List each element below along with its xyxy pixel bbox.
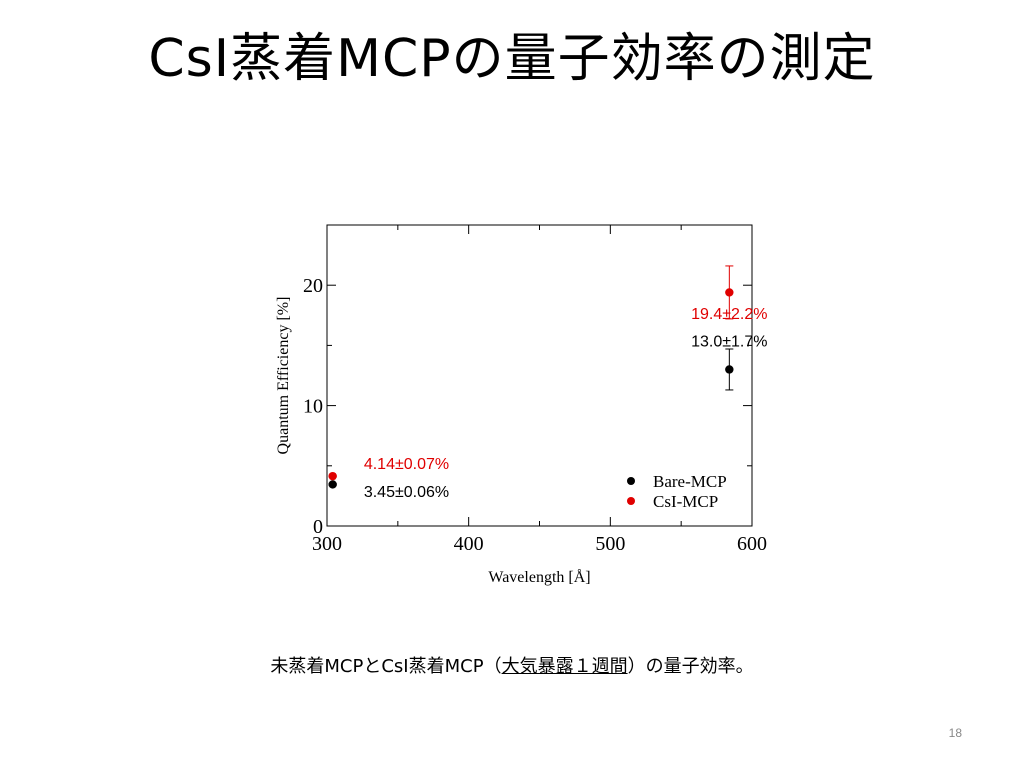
x-tick-label: 500 [595, 533, 625, 555]
x-tick-label: 300 [312, 533, 342, 555]
data-point [328, 480, 337, 489]
y-tick-label: 0 [313, 516, 323, 538]
page-number: 18 [948, 726, 962, 740]
value-annotation: 4.14±0.07% [364, 456, 449, 473]
slide-caption: 未蒸着MCPとCsI蒸着MCP（大気暴露１週間）の量子効率。 [0, 654, 1024, 680]
caption-text-after: ）の量子効率。 [627, 656, 754, 677]
y-tick-label: 20 [303, 275, 323, 297]
y-axis-label: Quantum Efficiency [%] [275, 297, 292, 455]
slide-title: CsI蒸着MCPの量子効率の測定 [148, 29, 876, 89]
legend-label: CsI-MCP [653, 492, 718, 511]
y-tick-label: 10 [303, 396, 323, 418]
x-tick-label: 400 [454, 533, 484, 555]
caption-text-underlined: 大気暴露１週間 [501, 656, 628, 677]
x-axis-label: Wavelength [Å] [488, 568, 590, 586]
value-annotation: 13.0±1.7% [691, 334, 767, 351]
data-point [328, 471, 337, 481]
x-tick-label: 600 [737, 533, 767, 555]
value-annotation: 19.4±2.2% [691, 306, 767, 323]
legend-marker [627, 477, 635, 485]
caption-text-before: 未蒸着MCPとCsI蒸着MCP（ [270, 656, 502, 677]
legend-label: Bare-MCP [653, 472, 727, 491]
value-annotation: 3.45±0.06% [364, 484, 449, 501]
data-point [725, 365, 734, 374]
data-point [725, 288, 734, 297]
legend-marker [627, 497, 635, 505]
